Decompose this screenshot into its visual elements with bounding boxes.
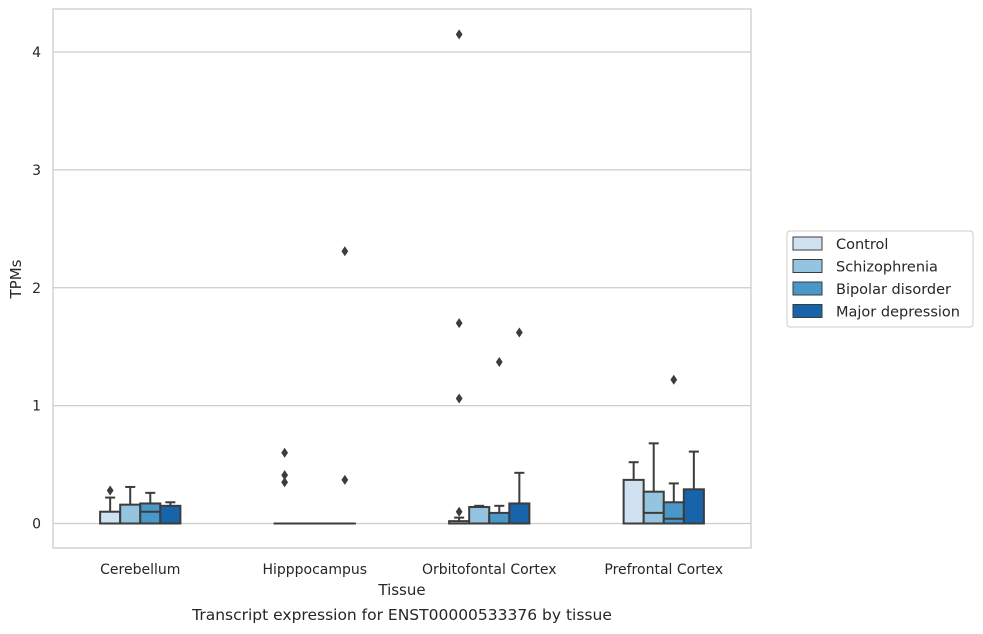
x-tick-label: Cerebellum bbox=[100, 562, 180, 578]
legend-frame bbox=[786, 230, 974, 328]
legend-label: Schizophrenia bbox=[836, 260, 938, 276]
box-0-1 bbox=[273, 447, 296, 525]
outlier-point bbox=[106, 485, 114, 496]
y-tick-label: 4 bbox=[32, 45, 41, 61]
plot-frame bbox=[52, 8, 752, 549]
box-2-2 bbox=[488, 357, 511, 525]
x-tick-label: Hipppocampus bbox=[262, 562, 367, 578]
box-body bbox=[508, 502, 531, 525]
legend-label: Control bbox=[836, 237, 888, 253]
grid-lines bbox=[53, 51, 751, 525]
legend-label: Major depression bbox=[836, 305, 960, 321]
box-body bbox=[119, 503, 142, 525]
outlier-point bbox=[341, 246, 349, 257]
box-1-2 bbox=[468, 504, 491, 525]
y-tick-label: 0 bbox=[32, 517, 41, 533]
legend-swatch bbox=[792, 304, 823, 318]
y-tick-label: 1 bbox=[32, 399, 41, 415]
legend-swatch bbox=[792, 259, 823, 273]
legend: Control Schizophrenia Bipolar disorder Majo… bbox=[786, 230, 974, 328]
box-0-0 bbox=[99, 485, 122, 525]
outlier-point bbox=[281, 470, 289, 481]
box-0-3 bbox=[622, 461, 645, 525]
boxes bbox=[99, 29, 705, 525]
box-body bbox=[159, 504, 182, 525]
legend-items: Control Schizophrenia Bipolar disorder Majo… bbox=[792, 236, 960, 321]
outlier-point bbox=[281, 477, 289, 488]
legend-swatch bbox=[792, 281, 823, 296]
y-axis-label: TPMs bbox=[7, 259, 25, 299]
outlier-point bbox=[455, 393, 463, 404]
box-3-3 bbox=[682, 450, 705, 525]
y-tick-label: 3 bbox=[32, 163, 41, 179]
box-0-2 bbox=[448, 29, 471, 525]
outlier-point bbox=[455, 506, 463, 517]
box-body bbox=[642, 490, 665, 525]
box-1-3 bbox=[642, 442, 665, 525]
box-3-0 bbox=[159, 501, 182, 525]
outlier-point bbox=[455, 29, 463, 40]
legend-label: Bipolar disorder bbox=[836, 282, 951, 298]
box-body bbox=[682, 488, 705, 525]
outlier-point bbox=[455, 318, 463, 329]
x-tick-label: Orbitofontal Cortex bbox=[422, 562, 557, 578]
box-3-2 bbox=[508, 327, 531, 525]
box-2-0 bbox=[139, 491, 162, 525]
box-body bbox=[622, 478, 645, 525]
box-2-3 bbox=[662, 374, 685, 525]
x-axis-label: Tissue bbox=[377, 581, 425, 599]
box-body bbox=[139, 502, 162, 525]
box-body bbox=[99, 510, 122, 525]
y-tick-label: 2 bbox=[32, 281, 41, 297]
x-axis-ticks: Cerebellum Hipppocampus Orbitofontal Corte… bbox=[100, 562, 723, 578]
box-body bbox=[662, 501, 685, 525]
outlier-point bbox=[341, 474, 349, 485]
x-tick-label: Prefrontal Cortex bbox=[604, 562, 723, 578]
box-body bbox=[488, 511, 511, 525]
outlier-point bbox=[515, 327, 523, 338]
box-1-0 bbox=[119, 485, 142, 525]
box-body bbox=[468, 505, 491, 525]
y-axis-ticks: 0 1 2 3 4 bbox=[32, 45, 41, 533]
outlier-point bbox=[281, 447, 289, 458]
outlier-point bbox=[495, 357, 503, 368]
box-3-1 bbox=[333, 246, 356, 525]
outlier-point bbox=[670, 374, 678, 385]
legend-swatch bbox=[792, 236, 823, 251]
figure-caption: Transcript expression for ENST0000053337… bbox=[192, 606, 612, 624]
